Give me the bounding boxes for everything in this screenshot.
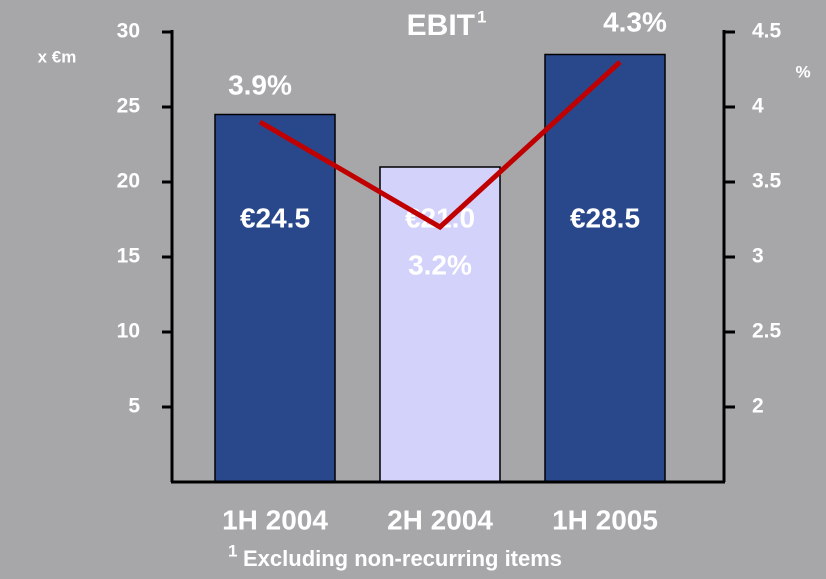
y-tick-label: 5 xyxy=(128,395,140,418)
chart-title: EBIT xyxy=(407,9,475,42)
y2-tick-label: 2.5 xyxy=(752,320,782,343)
y-tick-label: 25 xyxy=(117,95,141,118)
y2-tick-label: 4 xyxy=(752,95,764,118)
x-tick-label: 1H 2005 xyxy=(552,504,658,535)
y-tick-label: 15 xyxy=(117,245,141,268)
y2-tick-label: 3.5 xyxy=(752,170,782,193)
y-tick-label: 30 xyxy=(117,20,140,43)
y-tick-label: 20 xyxy=(117,170,140,193)
line-value-label: 3.9% xyxy=(228,69,292,100)
line xyxy=(258,60,622,231)
line-value-label: 3.2% xyxy=(408,249,472,280)
y2-tick-label: 3 xyxy=(752,245,764,268)
y-axis-label: x €m xyxy=(38,47,77,66)
y2-tick-label: 2 xyxy=(752,395,764,418)
bar xyxy=(544,53,666,483)
footnote-marker: 1 xyxy=(228,541,237,560)
bar-value-label: €28.5 xyxy=(570,202,640,233)
title-superscript: 1 xyxy=(477,7,486,26)
x-tick-label: 1H 2004 xyxy=(222,504,328,535)
bar xyxy=(379,166,501,483)
bar-value-label: €24.5 xyxy=(240,202,310,233)
footnote: Excluding non-recurring items xyxy=(243,546,562,571)
bar xyxy=(214,113,336,483)
y2-axis-label: % xyxy=(795,62,810,81)
x-tick-label: 2H 2004 xyxy=(387,504,493,535)
line-value-label: 4.3% xyxy=(603,6,667,37)
y2-tick-label: 4.5 xyxy=(752,20,782,43)
y-tick-label: 10 xyxy=(117,320,140,343)
